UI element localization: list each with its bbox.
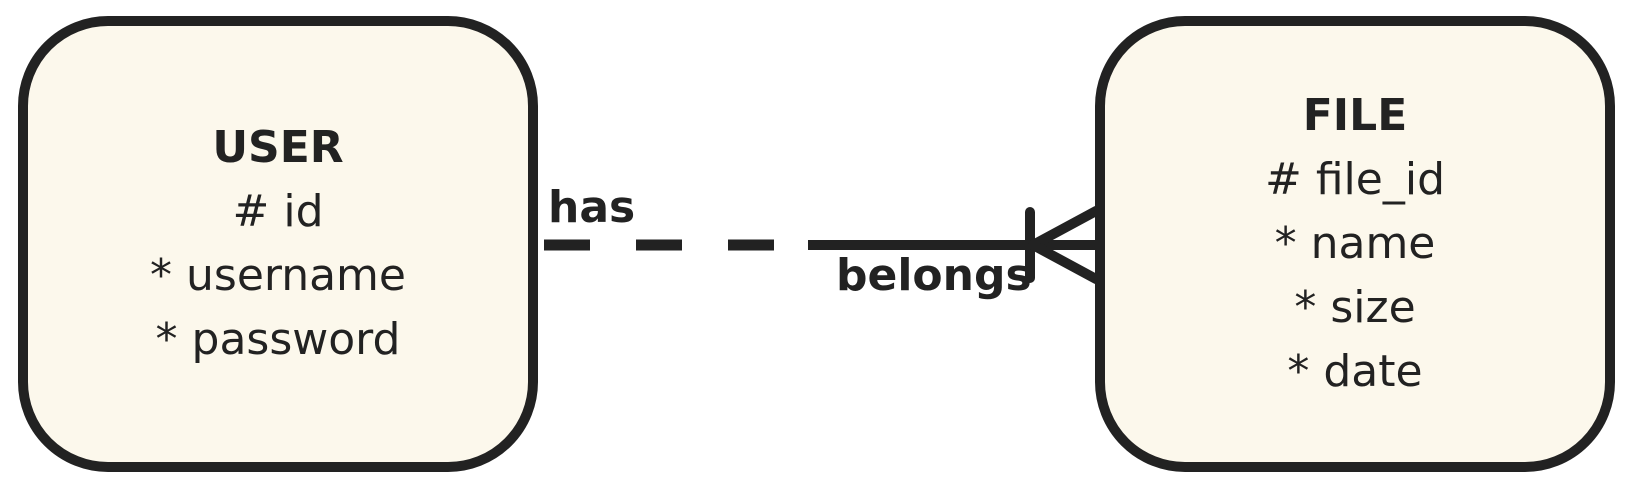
entity-title: USER xyxy=(212,122,344,173)
attribute-file-id: # file_id xyxy=(1264,154,1446,205)
entity-user[interactable]: USER # id * username * password xyxy=(18,16,538,472)
cardinality-many-crowsfoot xyxy=(1028,206,1101,284)
attribute-name: * name xyxy=(1274,218,1436,269)
attribute-size: * size xyxy=(1294,282,1416,333)
attribute-list: # id * username * password xyxy=(150,180,406,372)
relationship-label-belongs: belongs xyxy=(836,250,1032,301)
entity-title: FILE xyxy=(1302,90,1408,141)
attribute-username: * username xyxy=(150,250,406,301)
attribute-date: * date xyxy=(1287,346,1423,397)
attribute-id: # id xyxy=(232,186,324,237)
attribute-list: # file_id * name * size * date xyxy=(1265,148,1445,404)
relationship-label-has: has xyxy=(548,182,636,233)
attribute-password: * password xyxy=(155,314,401,365)
entity-file[interactable]: FILE # file_id * name * size * date xyxy=(1095,16,1615,472)
